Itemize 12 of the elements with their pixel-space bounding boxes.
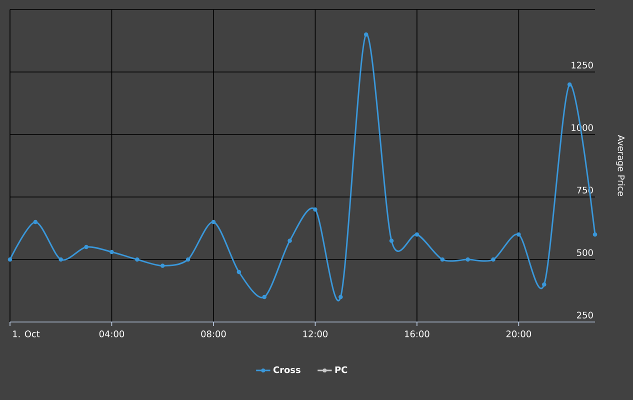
x-tick-label: 1. Oct: [13, 330, 40, 338]
legend-label: PC: [335, 366, 348, 374]
y-axis-title: Average Price: [616, 135, 625, 196]
x-tick-label: 16:00: [405, 330, 430, 338]
y-tick-label: 500: [577, 249, 593, 256]
y-tick-label: 250: [577, 312, 593, 318]
x-tick-label: 08:00: [201, 330, 226, 338]
y-tick-label: 1250: [572, 62, 593, 68]
x-tick-label: 12:00: [303, 330, 328, 338]
legend-label: Cross: [273, 366, 300, 374]
x-tick-label: 20:00: [506, 330, 532, 338]
x-tick-label: 04:00: [99, 330, 124, 338]
